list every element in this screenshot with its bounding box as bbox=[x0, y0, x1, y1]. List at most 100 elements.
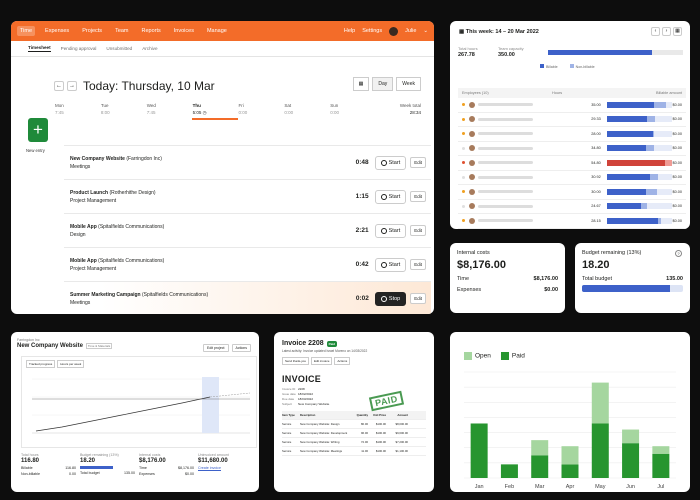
chevron-down-icon[interactable]: ⌄ bbox=[423, 28, 428, 34]
calendar-icon[interactable]: ▦ bbox=[352, 77, 370, 91]
status-dot bbox=[462, 175, 465, 179]
help-icon[interactable]: ? bbox=[675, 250, 682, 257]
billable-amount: $0.00 bbox=[672, 160, 682, 165]
help-link[interactable]: Help bbox=[343, 28, 356, 34]
bar-open-jun[interactable] bbox=[622, 429, 640, 444]
edit-entry-button[interactable]: Edit bbox=[410, 191, 426, 202]
table-row[interactable]: 30.00 $0.00 bbox=[458, 185, 686, 200]
col-employees[interactable]: Employees (10) bbox=[462, 91, 489, 95]
legend-paid: Paid bbox=[500, 352, 525, 360]
edit-entry-button[interactable]: Edit bbox=[410, 293, 426, 304]
bar-open-may[interactable] bbox=[591, 382, 609, 424]
view-week-button[interactable]: Week bbox=[396, 77, 421, 91]
timer-button-label: Start bbox=[388, 227, 401, 234]
user-name[interactable]: Julie bbox=[405, 28, 417, 34]
week-stats: Total hours 267.78 Team capacity 350.00 bbox=[458, 46, 683, 58]
day-tab-thu[interactable]: Thu 5:05 ◷ bbox=[191, 103, 238, 120]
next-day-button[interactable]: → bbox=[67, 81, 77, 91]
invoice-cell: $8,000.00 bbox=[395, 422, 408, 426]
settings-link[interactable]: Settings bbox=[362, 28, 383, 34]
employee-name-placeholder bbox=[477, 132, 533, 136]
start-timer-button[interactable]: Start bbox=[374, 257, 407, 272]
view-day-button[interactable]: Day bbox=[372, 77, 394, 91]
billable-amount: $0.00 bbox=[672, 204, 682, 209]
bar-open-mar[interactable] bbox=[531, 440, 549, 456]
invoice-bar-chart: Open Paid Jan Feb Mar Apr May Jun Jul bbox=[450, 332, 690, 492]
day-tab-fri[interactable]: Fri 0:00 bbox=[238, 103, 284, 120]
edit-invoice-button[interactable]: Edit invoice bbox=[311, 357, 333, 365]
employee-hours: 54.80 bbox=[591, 160, 601, 165]
breadcrumb[interactable]: Farringdon Inc bbox=[17, 338, 40, 342]
table-row[interactable]: 34.80 $0.00 bbox=[458, 142, 686, 156]
billable-amount: $0.00 bbox=[672, 218, 682, 223]
start-timer-button[interactable]: Start bbox=[374, 189, 407, 204]
x-tick-label: Jun bbox=[626, 484, 635, 490]
stat-sub-label: Time bbox=[139, 466, 147, 470]
invoice-column-header: Item Type bbox=[282, 413, 295, 417]
edit-entry-button[interactable]: Edit bbox=[410, 157, 426, 168]
bar-paid-apr[interactable] bbox=[561, 464, 579, 478]
table-row[interactable]: 28.15 $0.00 bbox=[458, 214, 686, 229]
tab-tracked-progress[interactable]: Tracked progress bbox=[26, 360, 56, 368]
day-name: Tue bbox=[100, 103, 109, 108]
invoice-title-text: Invoice 2208 bbox=[282, 340, 324, 347]
table-row[interactable]: 35.00$0.00 bbox=[458, 229, 686, 230]
billable-amount: $0.00 bbox=[672, 117, 682, 122]
day-hours: 7:45 bbox=[146, 110, 156, 115]
table-row[interactable]: 35.00$0.00 bbox=[458, 98, 686, 113]
chevron-right-icon[interactable]: › bbox=[662, 27, 671, 36]
subnav-unsubmitted[interactable]: Unsubmitted bbox=[106, 46, 133, 51]
day-tab-sun[interactable]: Sun 0:00 bbox=[329, 103, 375, 120]
status-dot bbox=[462, 103, 465, 107]
invoice-line-item: Service New Company Website: Development 9… bbox=[282, 429, 426, 438]
edit-project-button[interactable]: Edit project bbox=[203, 344, 229, 352]
col-amount[interactable]: Billable amount bbox=[656, 91, 682, 95]
calendar-icon[interactable]: ▦ bbox=[673, 27, 682, 36]
edit-entry-button[interactable]: Edit bbox=[410, 225, 426, 236]
bar-open-jul[interactable] bbox=[652, 446, 670, 454]
legend-swatch-paid bbox=[500, 352, 509, 360]
bar-paid-jun[interactable] bbox=[622, 443, 640, 478]
send-thank-you-button[interactable]: Send thank-you bbox=[282, 357, 310, 365]
subnav-pending-approval[interactable]: Pending approval bbox=[60, 46, 97, 51]
nav-manage[interactable]: Manage bbox=[206, 28, 227, 34]
subnav-timesheet[interactable]: Timesheet bbox=[28, 45, 51, 52]
bar-paid-mar[interactable] bbox=[531, 455, 549, 478]
stop-timer-button[interactable]: Stop bbox=[374, 291, 407, 306]
bar-paid-jul[interactable] bbox=[652, 453, 670, 478]
col-hours[interactable]: Hours bbox=[552, 91, 563, 95]
table-row[interactable]: 24.67 $0.00 bbox=[458, 200, 686, 214]
avatar[interactable] bbox=[389, 26, 399, 36]
actions-button[interactable]: Actions bbox=[231, 344, 251, 352]
edit-entry-button[interactable]: Edit bbox=[410, 259, 426, 270]
create-invoice-link[interactable]: Create invoice bbox=[198, 466, 221, 470]
day-tab-sat[interactable]: Sat 0:00 bbox=[283, 103, 329, 120]
nav-reports[interactable]: Reports bbox=[141, 28, 161, 34]
start-timer-button[interactable]: Start bbox=[374, 223, 407, 238]
bar-open-apr[interactable] bbox=[561, 446, 579, 465]
table-row[interactable]: 28.00 $0.00 bbox=[458, 127, 686, 142]
bar-paid-jan[interactable] bbox=[470, 423, 488, 478]
subnav-archive[interactable]: Archive bbox=[142, 46, 158, 51]
nav-invoices[interactable]: Invoices bbox=[173, 28, 194, 34]
nav-projects[interactable]: Projects bbox=[82, 28, 103, 34]
date-header: ← → Today: Thursday, 10 Mar bbox=[54, 79, 215, 93]
day-tab-mon[interactable]: Mon 7:45 bbox=[54, 103, 100, 120]
previous-day-button[interactable]: ← bbox=[54, 81, 64, 91]
bar-paid-feb[interactable] bbox=[500, 464, 518, 478]
invoice-actions-button[interactable]: Actions bbox=[334, 357, 351, 365]
day-tab-wed[interactable]: Wed 7:45 bbox=[146, 103, 192, 120]
new-entry-button[interactable]: + bbox=[28, 118, 48, 142]
table-row[interactable]: 54.80 $0.00 bbox=[458, 156, 686, 171]
entry-project: Mobile App bbox=[70, 223, 99, 230]
start-timer-button[interactable]: Start bbox=[374, 155, 407, 170]
nav-expenses[interactable]: Expenses bbox=[45, 28, 70, 34]
table-row[interactable]: 29.33 $0.00 bbox=[458, 113, 686, 127]
nav-time[interactable]: Time bbox=[17, 26, 36, 36]
tab-hours-per-week[interactable]: Hours per week bbox=[57, 360, 85, 368]
bar-paid-may[interactable] bbox=[591, 423, 609, 478]
nav-team[interactable]: Team bbox=[115, 28, 129, 34]
table-row[interactable]: 30.92 $0.00 bbox=[458, 171, 686, 185]
chevron-left-icon[interactable]: ‹ bbox=[651, 27, 660, 36]
day-tab-tue[interactable]: Tue 8:00 bbox=[100, 103, 146, 120]
